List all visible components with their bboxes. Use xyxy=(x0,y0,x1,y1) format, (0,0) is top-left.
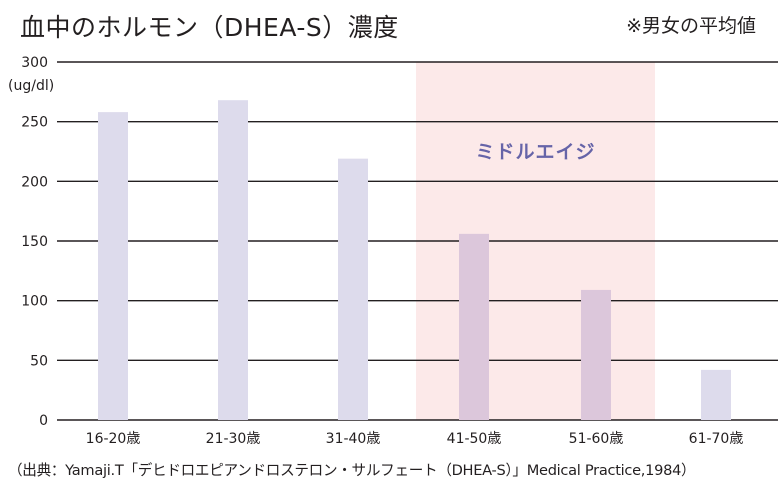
x-category-label-2: 21-30歳 xyxy=(206,431,261,447)
y-axis-unit: (ug/dl) xyxy=(8,78,55,94)
x-category-label-4: 41-50歳 xyxy=(447,431,502,447)
bar-31-40歳 xyxy=(338,158,368,420)
bar-16-20歳 xyxy=(98,112,128,421)
middle-age-label: ミドルエイジ xyxy=(475,141,595,163)
bar-layer xyxy=(98,100,731,421)
bar-41-50歳 xyxy=(459,233,489,420)
bar-21-30歳 xyxy=(218,100,248,420)
x-category-label-6: 61-70歳 xyxy=(689,431,744,447)
x-category-label-1: 16-20歳 xyxy=(86,431,141,447)
y-tick-label-300: 300 xyxy=(21,55,48,71)
bar-61-70歳 xyxy=(701,369,731,420)
y-tick-label-50: 50 xyxy=(30,353,48,369)
chart-title: 血中のホルモン（DHEA-S）濃度 xyxy=(20,13,399,42)
y-tick-label-150: 150 xyxy=(21,234,48,250)
y-tick-label-200: 200 xyxy=(21,174,48,190)
x-category-label-5: 51-60歳 xyxy=(569,431,624,447)
grid-layer xyxy=(57,61,778,421)
x-category-label-3: 31-40歳 xyxy=(326,431,381,447)
source-citation: （出典：Yamaji.T「デヒドロエピアンドロステロン・サルフェート（DHEA-… xyxy=(8,462,696,479)
label-layer: 0 50 100 150 200 250 300 16-20歳 21-30歳 31-40歳 41-5… xyxy=(21,55,743,447)
average-note: ※男女の平均値 xyxy=(626,15,756,37)
y-tick-label-0: 0 xyxy=(39,413,48,429)
bar-51-60歳 xyxy=(581,289,611,420)
y-tick-label-100: 100 xyxy=(21,294,48,310)
y-tick-label-250: 250 xyxy=(21,115,48,131)
